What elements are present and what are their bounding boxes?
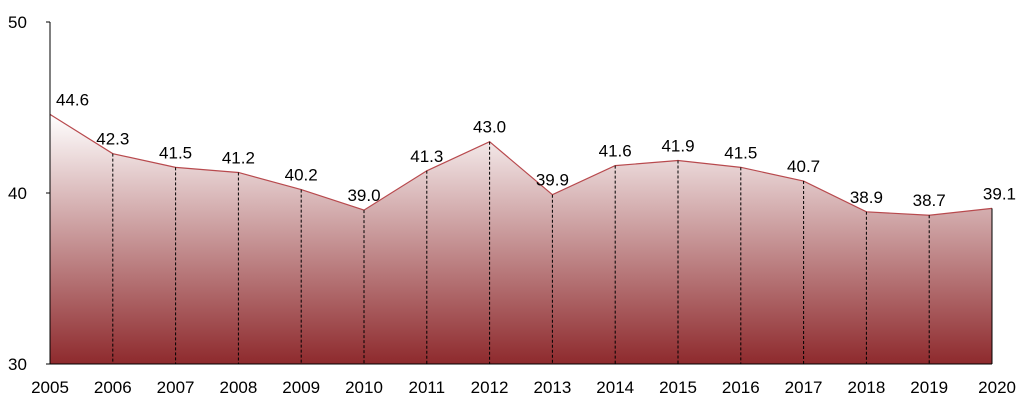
x-tick-label: 2007 — [157, 378, 195, 397]
x-tick-label: 2005 — [31, 378, 69, 397]
x-tick-label: 2017 — [785, 378, 823, 397]
x-tick-label: 2014 — [596, 378, 634, 397]
x-tick-label: 2018 — [847, 378, 885, 397]
x-tick-label: 2016 — [722, 378, 760, 397]
x-tick-label: 2020 — [978, 378, 1016, 397]
y-tick-label: 30 — [8, 355, 27, 374]
x-tick-label: 2019 — [910, 378, 948, 397]
data-label: 38.9 — [850, 188, 883, 207]
data-label: 39.9 — [536, 171, 569, 190]
x-tick-label: 2015 — [659, 378, 697, 397]
data-label: 40.2 — [285, 166, 318, 185]
series-line — [49, 113, 993, 216]
area-layer — [49, 113, 993, 364]
data-labels: 44.6 42.3 41.5 41.2 40.2 39.0 41.3 43.0 39.9 41.6… — [56, 90, 1016, 210]
data-label: 41.3 — [410, 147, 443, 166]
data-label: 41.5 — [159, 143, 192, 162]
x-tick-label: 2012 — [471, 378, 509, 397]
data-label: 41.6 — [599, 142, 632, 161]
axes: 30 40 50 2005 2006 2007 2008 2009 2010 2011 2012 20… — [8, 13, 1016, 397]
drop-lines — [112, 141, 993, 364]
x-tick-label: 2008 — [219, 378, 257, 397]
data-label: 38.7 — [913, 191, 946, 210]
data-label: 39.0 — [347, 186, 380, 205]
data-label: 41.9 — [661, 137, 694, 156]
x-tick-label: 2006 — [94, 378, 132, 397]
data-label: 39.1 — [983, 184, 1016, 203]
x-tick-label: 2009 — [282, 378, 320, 397]
data-label: 43.0 — [473, 118, 506, 137]
data-label: 41.5 — [724, 143, 757, 162]
y-tick-label: 40 — [8, 184, 27, 203]
data-label: 42.3 — [96, 130, 129, 149]
y-tick-label: 50 — [8, 13, 27, 32]
data-label: 44.6 — [56, 90, 89, 109]
area-fill — [50, 114, 992, 364]
x-tick-label: 2011 — [409, 378, 446, 397]
data-label: 40.7 — [787, 157, 820, 176]
x-tick-label: 2010 — [345, 378, 383, 397]
x-tick-label: 2013 — [533, 378, 571, 397]
data-label: 41.2 — [222, 148, 255, 167]
